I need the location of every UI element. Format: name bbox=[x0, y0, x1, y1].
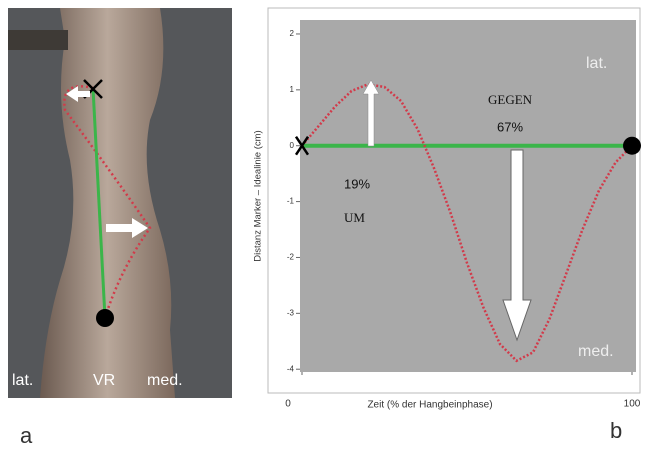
annotation: med. bbox=[578, 343, 614, 360]
annotation: lat. bbox=[586, 55, 607, 72]
y-tick-label: 1 bbox=[290, 85, 295, 94]
figure: lat. VR med. a b Distanz Marker – Ideali… bbox=[0, 0, 648, 450]
photo-label: lat. bbox=[12, 372, 33, 389]
x-tick-label: 100 bbox=[624, 399, 641, 410]
y-tick-label: -4 bbox=[287, 364, 295, 373]
y-tick-label: -1 bbox=[287, 197, 295, 206]
y-tick-label: 2 bbox=[290, 29, 295, 38]
photo-hoof-shadow bbox=[8, 30, 68, 50]
photo-label: VR bbox=[93, 372, 115, 389]
annotation: GEGEN bbox=[488, 92, 533, 107]
annotation: UM bbox=[344, 210, 365, 225]
end-marker bbox=[623, 137, 641, 155]
annotation: 19% bbox=[344, 176, 370, 191]
y-axis-label: Distanz Marker – Idealinie (cm) bbox=[253, 130, 264, 261]
photo-marker bbox=[96, 309, 114, 327]
panel-label: a bbox=[20, 423, 33, 448]
y-tick-label: 0 bbox=[290, 141, 295, 150]
y-tick-label: -2 bbox=[287, 253, 295, 262]
annotation: 67% bbox=[497, 119, 523, 134]
x-axis-label: Zeit (% der Hangbeinphase) bbox=[367, 400, 492, 411]
panel-label: b bbox=[610, 418, 622, 443]
photo-label: med. bbox=[147, 372, 183, 389]
page: lat. VR med. a b Distanz Marker – Ideali… bbox=[0, 0, 648, 450]
x-tick-label: 0 bbox=[285, 399, 291, 410]
plot-area bbox=[300, 20, 636, 372]
y-tick-label: -3 bbox=[287, 308, 295, 317]
